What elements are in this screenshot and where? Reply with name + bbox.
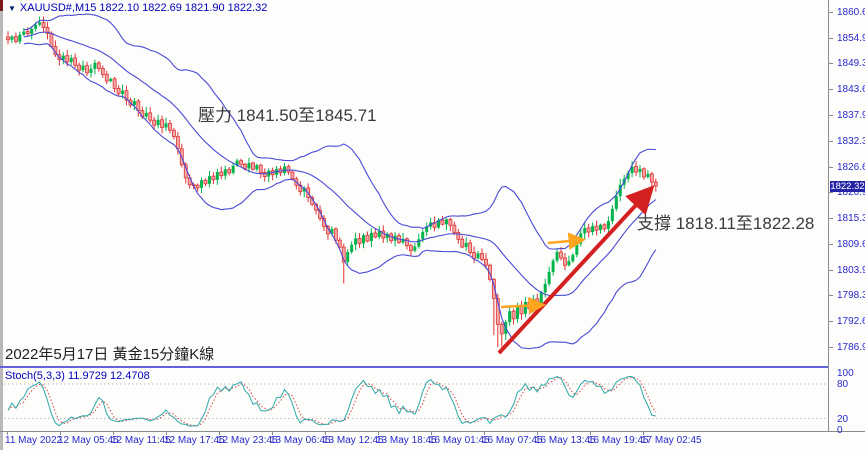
- price-axis-label: 1820.90: [837, 187, 865, 199]
- time-axis[interactable]: 11 May 2022 12 May 05:45 12 May 11:45 12 Ma…: [0, 431, 865, 450]
- price-axis-label: 1786.90: [837, 342, 865, 354]
- time-axis-tick: [484, 431, 485, 435]
- time-axis-label: 17 May 02:45: [641, 435, 702, 446]
- time-axis-tick: [537, 431, 538, 435]
- price-axis-tick: [829, 321, 833, 323]
- time-axis-tick: [643, 431, 644, 435]
- price-axis-tick: [829, 295, 833, 297]
- high-value: 1822.69: [142, 2, 182, 14]
- time-axis-label: 13 May 18:45: [376, 435, 437, 446]
- price-axis-tick: [829, 347, 833, 349]
- resistance-annotation[interactable]: 壓力 1841.50至1845.71: [198, 106, 377, 125]
- symbol-ohlc-header: ▼ XAUUSD#,M15 1822.10 1822.69 1821.90 1822.32: [8, 2, 270, 14]
- price-axis-tick: [829, 37, 833, 39]
- current-price-badge: 1822.32: [830, 181, 865, 193]
- time-axis-label: 16 May 19:45: [588, 435, 649, 446]
- time-axis-separator: [0, 431, 865, 432]
- time-axis-label: 12 May 17:45: [164, 435, 225, 446]
- price-axis-tick: [829, 192, 833, 194]
- window-left-border: [0, 0, 3, 450]
- price-axis-label: 1860.60: [837, 7, 865, 18]
- time-axis-tick: [378, 431, 379, 435]
- stoch-axis-label: 0: [837, 425, 843, 436]
- time-axis-label: 16 May 13:45: [535, 435, 596, 446]
- time-axis-tick: [60, 431, 61, 435]
- price-axis-tick: [829, 217, 833, 219]
- price-axis-tick: [829, 12, 833, 13]
- stoch-signal-value: 12.4708: [110, 370, 150, 382]
- price-axis-tick: [829, 269, 833, 271]
- time-axis-label: 16 May 01:45: [429, 435, 490, 446]
- window-left-border-accent: [0, 0, 3, 11]
- stochastic-indicator-label: Stoch(5,3,3) 11.9729 12.4708: [5, 370, 150, 382]
- price-axis-tick: [829, 115, 833, 117]
- price-axis[interactable]: 1860.60 1854.90 1849.30 1843.60 1837.90 1832.…: [829, 0, 865, 436]
- chevron-down-icon[interactable]: ▼: [8, 4, 16, 13]
- price-axis-label: 1832.30: [837, 135, 865, 147]
- chart-caption: 2022年5月17日 黃金15分鐘K線: [5, 346, 215, 363]
- time-axis-label: 13 May 06:45: [270, 435, 331, 446]
- time-axis-label: 11 May 2022: [5, 435, 63, 446]
- price-axis-label: 1837.90: [837, 110, 865, 122]
- support-annotation[interactable]: 支撐 1818.11至1822.28: [637, 214, 815, 233]
- panel-divider[interactable]: [0, 366, 828, 368]
- price-axis-label: 1854.90: [837, 32, 865, 44]
- price-axis-tick: [829, 63, 833, 65]
- time-axis-label: 12 May 23:45: [217, 435, 278, 446]
- time-axis-tick: [590, 431, 591, 435]
- low-value: 1821.90: [184, 2, 225, 14]
- price-axis-label: 1809.60: [837, 238, 865, 250]
- time-axis-tick: [7, 431, 8, 435]
- open-value: 1822.10: [99, 2, 140, 14]
- time-axis-label: 12 May 11:45: [111, 435, 171, 446]
- chart-background[interactable]: [3, 0, 828, 450]
- price-axis-label: 1792.60: [837, 316, 865, 328]
- price-axis-tick: [829, 243, 833, 245]
- price-axis-tick: [829, 166, 833, 168]
- stoch-main-value: 11.9729: [67, 370, 107, 382]
- stoch-axis-label: 100: [837, 367, 854, 379]
- price-axis-label: 1803.90: [837, 264, 865, 276]
- time-axis-tick: [219, 431, 220, 435]
- time-axis-tick: [325, 431, 326, 435]
- close-value: 1822.32: [227, 2, 268, 14]
- time-axis-tick: [166, 431, 167, 435]
- stoch-axis-label: 80: [837, 379, 849, 390]
- price-axis-separator: [828, 0, 829, 431]
- price-axis-label: 1849.30: [837, 58, 865, 70]
- price-axis-tick: [829, 89, 833, 91]
- time-axis-label: 13 May 12:45: [323, 435, 384, 446]
- symbol-label: XAUUSD#,M15: [19, 2, 97, 14]
- time-axis-label: 16 May 07:45: [482, 435, 543, 446]
- price-axis-tick: [829, 140, 833, 142]
- stoch-axis-label: 20: [837, 413, 849, 425]
- price-axis-label: 1826.60: [837, 161, 865, 173]
- price-axis-label: 1815.30: [837, 212, 865, 224]
- price-axis-label: 1843.60: [837, 84, 865, 96]
- price-axis-label: 1798.30: [837, 290, 865, 302]
- time-axis-label: 12 May 05:45: [58, 435, 119, 446]
- time-axis-tick: [272, 431, 273, 435]
- time-axis-tick: [113, 431, 114, 435]
- time-axis-tick: [431, 431, 432, 435]
